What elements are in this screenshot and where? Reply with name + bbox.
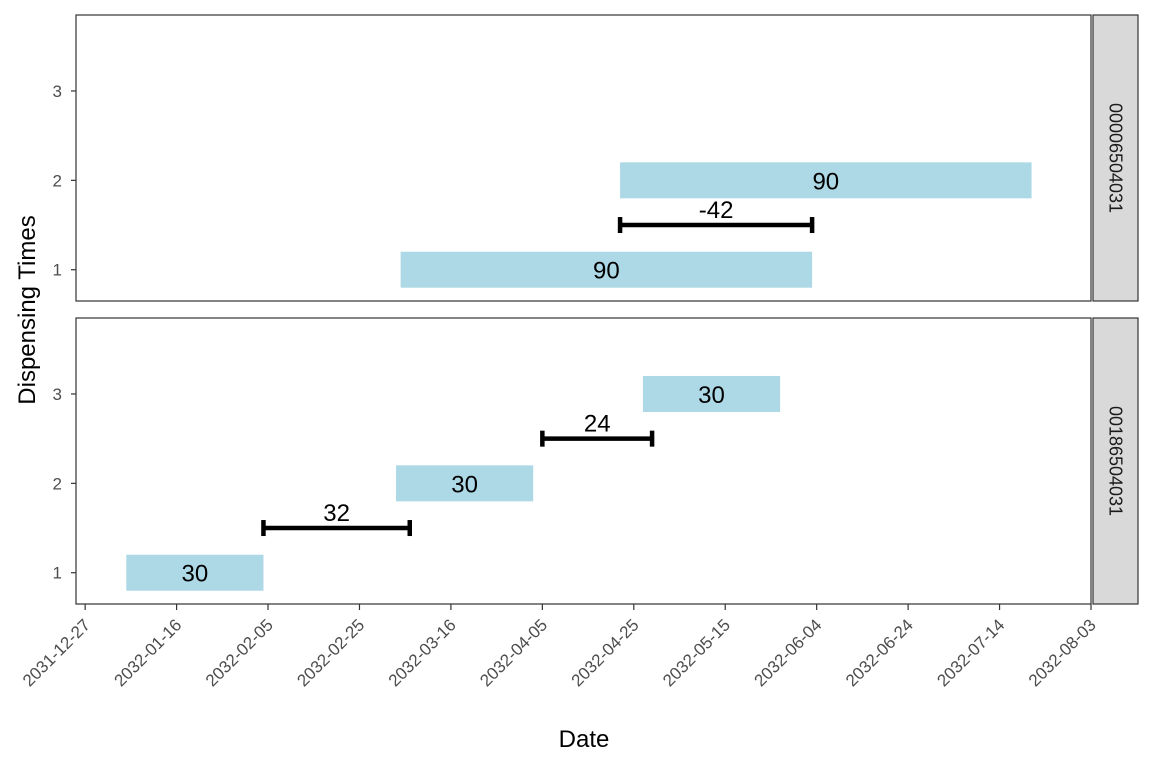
gap-label: 32 xyxy=(323,500,350,527)
facet-panels: 1 2 3 90 90 -42 00006504031 1 2 3 30 30 30 32 24 001865… xyxy=(53,14,1139,605)
panel-border xyxy=(75,317,1092,605)
panel-border xyxy=(75,14,1092,302)
bar-label: 90 xyxy=(593,258,620,285)
y-tick-label: 3 xyxy=(53,385,62,404)
bar-label: 30 xyxy=(698,382,725,409)
y-axis-title: Dispensing Times xyxy=(14,215,41,404)
facet-strip-label: 00186504031 xyxy=(1106,406,1126,516)
x-axis-title: Date xyxy=(559,726,610,753)
facet-panel: 1 2 3 30 30 30 32 24 00186504031 xyxy=(53,317,1139,605)
dispensing-bar xyxy=(642,375,781,412)
dispensing-bar xyxy=(400,251,813,288)
bar-label: 90 xyxy=(812,168,839,195)
y-tick-label: 2 xyxy=(53,171,62,190)
facet-strip xyxy=(1092,317,1139,605)
y-tick-label: 3 xyxy=(53,82,62,101)
dispensing-bar xyxy=(620,162,1032,199)
dispensing-bar xyxy=(396,465,534,502)
facet-strip-label: 00006504031 xyxy=(1106,103,1126,213)
y-tick-label: 1 xyxy=(53,564,62,583)
bar-label: 30 xyxy=(451,471,478,498)
facet-strip xyxy=(1092,14,1139,302)
y-tick-label: 1 xyxy=(53,261,62,280)
bar-label: 30 xyxy=(182,561,209,588)
y-tick-label: 2 xyxy=(53,474,62,493)
gap-label: 24 xyxy=(584,411,611,438)
dispensing-bar xyxy=(126,554,264,591)
gap-label: -42 xyxy=(699,197,734,224)
facet-panel: 1 2 3 90 90 -42 00006504031 xyxy=(53,14,1139,302)
